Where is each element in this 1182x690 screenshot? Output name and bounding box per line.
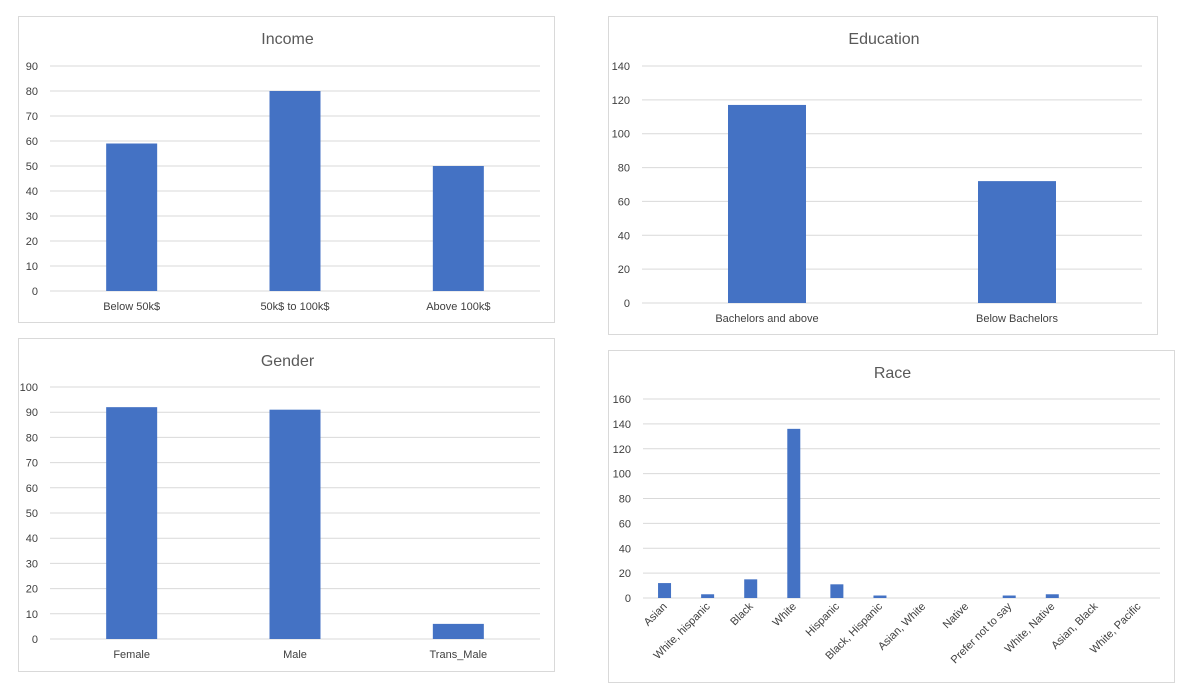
race-y-tick-label: 100 bbox=[613, 469, 631, 481]
gender-x-tick-label: Male bbox=[283, 649, 307, 661]
income-chart-title: Income bbox=[261, 31, 314, 48]
race-y-tick-label: 0 bbox=[625, 593, 631, 605]
income-y-tick-label: 0 bbox=[32, 286, 38, 298]
race-bar-white bbox=[787, 428, 801, 598]
gender-y-tick-label: 10 bbox=[26, 609, 38, 621]
education-chart-panel: Education 0 20 40 60 80 100 120 140 Bachelors and… bbox=[608, 16, 1158, 335]
race-y-tick-label: 120 bbox=[613, 444, 631, 456]
income-chart: Income 0 10 20 30 40 50 60 70 80 90 Below 50k$ 50k$ … bbox=[26, 31, 540, 313]
gender-y-tick-label: 70 bbox=[26, 458, 38, 470]
gender-bar-male bbox=[269, 409, 321, 639]
gender-y-tick-label: 0 bbox=[32, 634, 38, 646]
education-y-tick-label: 40 bbox=[618, 230, 630, 242]
race-bar-white-hispanic bbox=[701, 594, 715, 598]
income-bar-50k-to-100k bbox=[269, 91, 321, 291]
education-y-tick-label: 140 bbox=[612, 61, 630, 73]
race-bar-hispanic bbox=[830, 584, 844, 598]
race-y-tick-label: 140 bbox=[613, 419, 631, 431]
race-y-tick-label: 80 bbox=[619, 494, 631, 506]
income-y-tick-label: 50 bbox=[26, 161, 38, 173]
gender-y-tick-label: 30 bbox=[26, 558, 38, 570]
gender-chart-title: Gender bbox=[261, 353, 315, 370]
education-x-tick-label: Below Bachelors bbox=[976, 313, 1058, 325]
education-bar-bachelors-and-above bbox=[728, 104, 806, 303]
education-chart-title: Education bbox=[848, 31, 919, 48]
income-y-tick-label: 40 bbox=[26, 186, 38, 198]
gender-y-tick-label: 60 bbox=[26, 483, 38, 495]
race-bar-black bbox=[744, 579, 758, 598]
income-bar-below-50k bbox=[106, 143, 158, 291]
gender-chart: Gender 0 10 20 30 40 50 60 70 80 90 100 Female Male Tr… bbox=[20, 353, 540, 661]
gender-y-tick-label: 80 bbox=[26, 432, 38, 444]
gender-x-tick-label: Female bbox=[113, 649, 150, 661]
race-x-tick-label: Hispanic bbox=[804, 600, 843, 639]
income-y-tick-label: 90 bbox=[26, 61, 38, 73]
gender-y-tick-label: 90 bbox=[26, 407, 38, 419]
race-bar-black-hispanic bbox=[873, 595, 887, 598]
income-bar-above-100k bbox=[432, 166, 484, 291]
income-y-tick-label: 60 bbox=[26, 136, 38, 148]
education-bar-below-bachelors bbox=[978, 181, 1056, 303]
race-y-tick-label: 20 bbox=[619, 568, 631, 580]
race-x-tick-label: Native bbox=[941, 601, 972, 632]
education-y-tick-label: 20 bbox=[618, 264, 630, 276]
income-y-tick-label: 80 bbox=[26, 86, 38, 98]
income-x-tick-label: Above 100k$ bbox=[426, 301, 490, 313]
race-chart-title: Race bbox=[874, 365, 911, 382]
race-bar-asian bbox=[658, 583, 672, 598]
gender-y-tick-label: 50 bbox=[26, 508, 38, 520]
income-x-tick-label: 50k$ to 100k$ bbox=[260, 301, 329, 313]
race-chart-panel: Race 0 20 40 60 80 100 120 140 160 Asian White, his… bbox=[608, 350, 1175, 683]
education-y-tick-label: 100 bbox=[612, 129, 630, 141]
gender-x-tick-label: Trans_Male bbox=[429, 649, 487, 661]
gender-y-tick-label: 40 bbox=[26, 533, 38, 545]
race-x-tick-label: Black bbox=[728, 600, 756, 628]
income-y-tick-label: 20 bbox=[26, 236, 38, 248]
education-y-tick-label: 0 bbox=[624, 298, 630, 310]
race-y-tick-label: 40 bbox=[619, 543, 631, 555]
gender-bar-trans-male bbox=[432, 623, 484, 639]
income-y-tick-label: 30 bbox=[26, 211, 38, 223]
education-y-tick-label: 60 bbox=[618, 196, 630, 208]
gender-y-tick-label: 20 bbox=[26, 584, 38, 596]
race-x-tick-label: White bbox=[771, 601, 799, 629]
race-y-tick-label: 60 bbox=[619, 518, 631, 530]
race-bar-prefer-not-to-say bbox=[1002, 595, 1016, 598]
education-y-tick-label: 80 bbox=[618, 163, 630, 175]
income-x-tick-label: Below 50k$ bbox=[103, 301, 160, 313]
gender-bar-female bbox=[106, 407, 158, 639]
race-x-tick-label: Asian bbox=[642, 601, 670, 629]
race-bar-white-native bbox=[1045, 594, 1059, 598]
education-y-tick-label: 120 bbox=[612, 95, 630, 107]
education-chart: Education 0 20 40 60 80 100 120 140 Bachelors and… bbox=[612, 31, 1142, 325]
gender-chart-panel: Gender 0 10 20 30 40 50 60 70 80 90 100 Female Male Tr… bbox=[18, 338, 555, 672]
gender-y-tick-label: 100 bbox=[20, 382, 38, 394]
income-chart-panel: Income 0 10 20 30 40 50 60 70 80 90 Below 50k$ 50k$ … bbox=[18, 16, 555, 323]
income-y-tick-label: 70 bbox=[26, 111, 38, 123]
race-y-tick-label: 160 bbox=[613, 394, 631, 406]
income-y-tick-label: 10 bbox=[26, 261, 38, 273]
education-x-tick-label: Bachelors and above bbox=[715, 313, 818, 325]
